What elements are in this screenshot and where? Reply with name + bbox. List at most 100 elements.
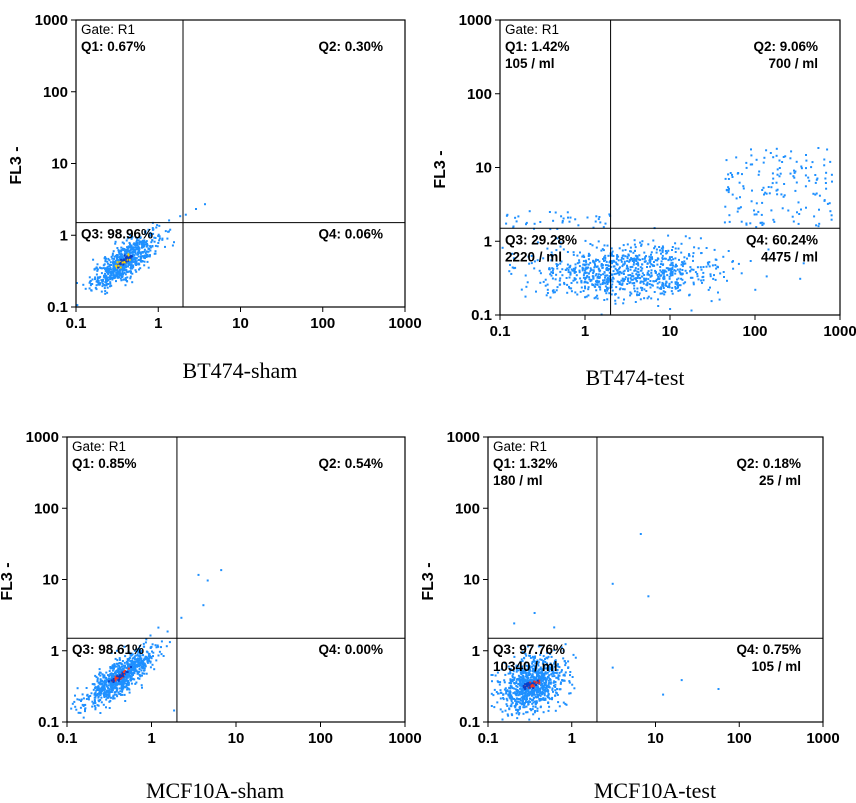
data-point	[802, 262, 805, 265]
data-point	[763, 193, 765, 196]
data-point	[133, 260, 136, 263]
data-point	[101, 685, 104, 688]
data-point	[812, 192, 815, 195]
data-point	[653, 291, 656, 293]
data-point	[637, 258, 640, 261]
data-point	[660, 274, 663, 277]
data-point	[643, 297, 646, 300]
data-point	[503, 679, 506, 682]
data-point	[627, 280, 630, 283]
data-point	[80, 698, 83, 701]
data-point	[105, 698, 108, 701]
data-point	[553, 291, 556, 294]
data-point	[535, 681, 538, 684]
data-point	[92, 688, 95, 691]
data-point	[618, 288, 621, 291]
data-point	[688, 237, 691, 240]
data-point	[630, 292, 633, 295]
data-point	[529, 676, 532, 679]
data-point	[727, 250, 730, 252]
data-point	[536, 684, 539, 687]
data-point	[573, 277, 576, 280]
data-point	[823, 199, 826, 202]
data-point	[88, 281, 91, 284]
data-point	[101, 285, 104, 288]
data-point	[633, 287, 636, 290]
data-point	[523, 679, 526, 682]
data-point	[597, 273, 600, 276]
data-point	[144, 655, 147, 658]
data-point	[594, 274, 597, 277]
data-point	[96, 687, 99, 690]
data-point	[753, 213, 756, 216]
data-point	[131, 258, 134, 261]
data-point	[759, 222, 762, 225]
data-point	[514, 216, 517, 219]
data-point	[112, 664, 115, 667]
data-point	[823, 158, 826, 161]
data-point	[632, 251, 635, 254]
data-point	[532, 670, 535, 673]
data-point	[627, 267, 630, 270]
data-point	[119, 265, 121, 267]
data-point	[525, 680, 528, 683]
data-point	[135, 658, 138, 661]
data-point	[566, 251, 569, 253]
data-point	[493, 688, 496, 691]
data-point	[104, 272, 106, 275]
data-point	[547, 696, 550, 699]
data-point	[550, 655, 553, 658]
data-point	[598, 277, 601, 279]
data-point	[119, 674, 122, 677]
data-point	[550, 251, 553, 254]
data-point	[657, 298, 659, 301]
data-point	[135, 244, 138, 247]
data-point	[651, 257, 654, 260]
data-point	[120, 255, 123, 257]
data-point	[789, 157, 792, 160]
data-point	[631, 265, 634, 268]
data-point	[532, 685, 535, 688]
data-point	[650, 253, 652, 256]
data-point	[110, 672, 113, 675]
data-point	[114, 691, 117, 694]
data-point	[563, 283, 566, 286]
data-point	[120, 264, 123, 267]
data-point	[107, 272, 110, 275]
data-point	[590, 268, 593, 271]
data-point	[106, 286, 109, 289]
data-point	[105, 269, 108, 271]
data-point	[582, 263, 585, 266]
data-point	[527, 681, 530, 684]
data-point	[622, 302, 625, 305]
data-point	[544, 661, 547, 663]
data-point	[543, 665, 546, 667]
data-point	[688, 293, 691, 296]
data-point	[512, 670, 515, 673]
data-point	[501, 718, 504, 721]
data-point	[636, 270, 639, 273]
data-point	[536, 690, 539, 693]
data-point	[136, 239, 138, 242]
data-point	[152, 228, 155, 231]
data-point	[492, 694, 495, 697]
data-point	[127, 256, 130, 259]
data-point	[76, 304, 79, 307]
data-point	[149, 647, 152, 649]
data-point	[112, 678, 115, 680]
data-point	[706, 261, 709, 264]
data-point	[94, 700, 96, 703]
data-point	[538, 682, 541, 685]
data-point	[509, 705, 512, 707]
data-point	[818, 194, 821, 197]
data-point	[539, 697, 542, 700]
data-point	[775, 181, 778, 184]
data-point	[101, 679, 104, 682]
data-point	[504, 687, 507, 690]
data-point	[145, 638, 148, 641]
data-point	[750, 154, 753, 157]
data-point	[526, 701, 529, 703]
data-point	[738, 207, 741, 210]
data-point	[125, 266, 127, 269]
data-point	[527, 680, 529, 683]
